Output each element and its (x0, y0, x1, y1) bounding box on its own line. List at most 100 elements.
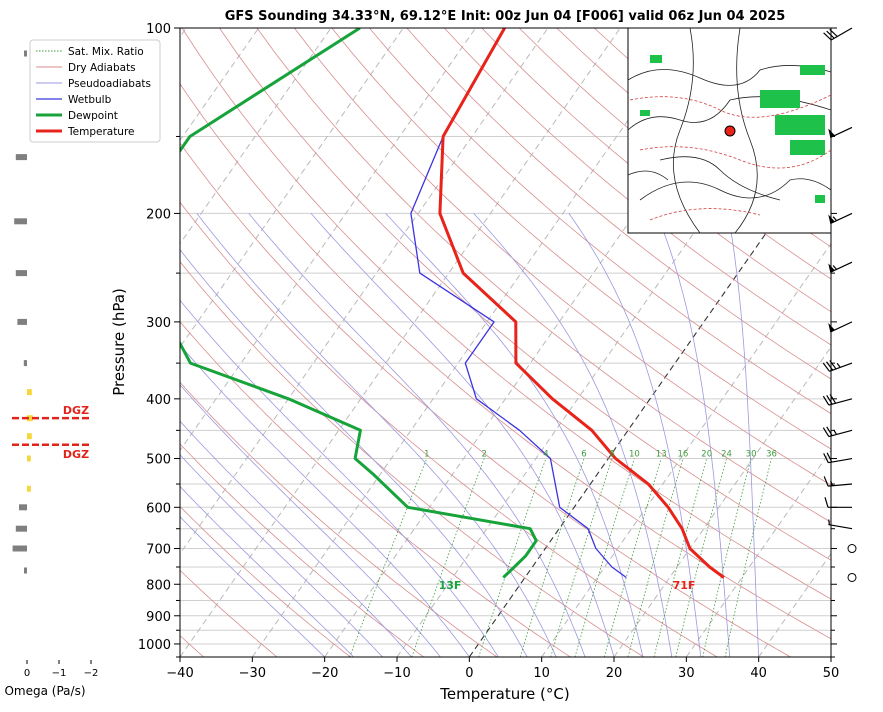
legend-dewpoint: Dewpoint (68, 110, 118, 122)
y-tick-label: 400 (146, 393, 171, 408)
pseudoadiabat-line (180, 249, 528, 657)
wind-barbs (822, 27, 857, 582)
wind-barb (828, 126, 853, 139)
surface-dewpoint-label: 13F (439, 579, 462, 592)
mixing-ratio-label: 1 (424, 450, 429, 460)
isotherm-line (541, 242, 831, 657)
pseudoadiabat-line (180, 344, 470, 657)
x-tick-label: −20 (311, 666, 338, 681)
dry-adiabat-line (406, 28, 831, 380)
omega-bar (27, 415, 33, 422)
x-axis: −40 −30 −20 −10 0 10 20 30 40 50 (166, 657, 839, 681)
y-tick-label: 600 (146, 501, 171, 516)
omega-bar (14, 218, 27, 225)
y-tick-label: 900 (146, 610, 171, 625)
x-tick-label: 30 (678, 666, 695, 681)
dgz-label-top: DGZ (63, 404, 89, 417)
omega-tick-0: 0 (24, 668, 30, 679)
wind-barb (828, 321, 853, 333)
dry-adiabat-line (256, 28, 831, 523)
dry-adiabat-line (180, 569, 278, 657)
mixing-ratio-label: 20 (701, 450, 712, 460)
omega-tick-1: −1 (52, 668, 67, 679)
omega-bar (24, 567, 27, 574)
dry-adiabat-line (180, 505, 351, 657)
omega-tick-2: −2 (84, 668, 99, 679)
x-tick-label: 0 (465, 666, 473, 681)
wind-barb (823, 452, 853, 464)
pseudoadiabat-line (385, 213, 644, 657)
pseudoadiabat-line (656, 213, 731, 657)
isotherm-line (324, 28, 766, 657)
omega-bar (17, 318, 27, 325)
y-tick-label: 200 (146, 207, 171, 222)
mixing-ratio-line (702, 458, 752, 657)
omega-bar (15, 270, 27, 277)
y-tick-label: 700 (146, 543, 171, 558)
pseudoadiabat-line (568, 213, 702, 657)
pseudoadiabat-line (727, 213, 760, 657)
mixing-ratio-label: 4 (543, 450, 548, 460)
chart-title: GFS Sounding 34.33°N, 69.12°E Init: 00z … (225, 9, 786, 24)
dry-adiabat-line (180, 142, 791, 657)
mixing-ratio-line (675, 458, 727, 657)
wind-barb (847, 572, 857, 582)
mixing-ratio-line (574, 458, 635, 657)
mixing-ratio-line (627, 458, 684, 657)
wind-barb (824, 497, 852, 508)
x-axis-label: Temperature (°C) (439, 685, 569, 703)
mixing-ratio-label: 2 (481, 450, 486, 460)
adiabat-layer (180, 28, 831, 657)
isotherm-line (180, 28, 404, 348)
y-tick-label: 800 (146, 578, 171, 593)
wind-barb (823, 476, 853, 487)
mixing-ratio-line (550, 458, 613, 657)
dry-adiabat-line (331, 28, 831, 450)
pseudoadiabat-line (180, 299, 499, 657)
x-tick-label: 40 (750, 666, 767, 681)
pseudoadiabat-line (180, 485, 354, 657)
wind-barb (822, 394, 853, 406)
pseudoadiabat-line (180, 454, 383, 657)
wind-barb (823, 27, 853, 41)
dgz-markers: DGZ DGZ (12, 404, 90, 461)
dry-adiabat-line (444, 28, 831, 346)
x-tick-label: 20 (606, 666, 623, 681)
pseudoadiabat-line (248, 213, 586, 657)
x-tick-label: −10 (383, 666, 410, 681)
surface-temp-label: 71F (673, 579, 696, 592)
legend-wetbulb: Wetbulb (68, 94, 112, 106)
omega-bars (12, 50, 33, 574)
wind-barb (828, 261, 853, 273)
inset-map (627, 27, 832, 234)
mixing-ratio-line (724, 458, 772, 657)
wetbulb-profile-line (410, 28, 627, 579)
x-tick-label: −40 (166, 666, 193, 681)
dry-adiabat-line (219, 28, 831, 561)
omega-bar (15, 154, 27, 161)
omega-bar (23, 360, 27, 367)
mixing-ratio-line (519, 458, 585, 657)
isotherm-line (180, 28, 549, 555)
temperature-profile-line (438, 28, 725, 579)
mixing-ratio-label: 8 (609, 450, 614, 460)
mixing-ratio-labels: 1 2 4 6 8 10 13 16 20 24 30 36 (424, 450, 777, 460)
isotherm-line (251, 28, 694, 657)
pseudoadiabat-line (180, 420, 412, 657)
x-tick-label: 50 (823, 666, 840, 681)
omega-bar (15, 525, 27, 532)
mixing-ratio-line (653, 458, 708, 657)
mixing-ratio-label: 6 (581, 450, 586, 460)
wind-barb (822, 360, 853, 372)
dry-adiabat-line (180, 381, 498, 657)
mixing-ratio-label: 16 (677, 450, 688, 460)
y-tick-label: 100 (146, 22, 171, 37)
wind-barb (822, 426, 853, 438)
omega-bar (27, 389, 32, 396)
x-tick-label: −30 (239, 666, 266, 681)
dewpoint-profile-line (180, 28, 538, 579)
legend-dry-adiabats: Dry Adiabats (68, 62, 136, 74)
y-tick-label: 500 (146, 453, 171, 468)
isotherm-line (830, 656, 831, 657)
